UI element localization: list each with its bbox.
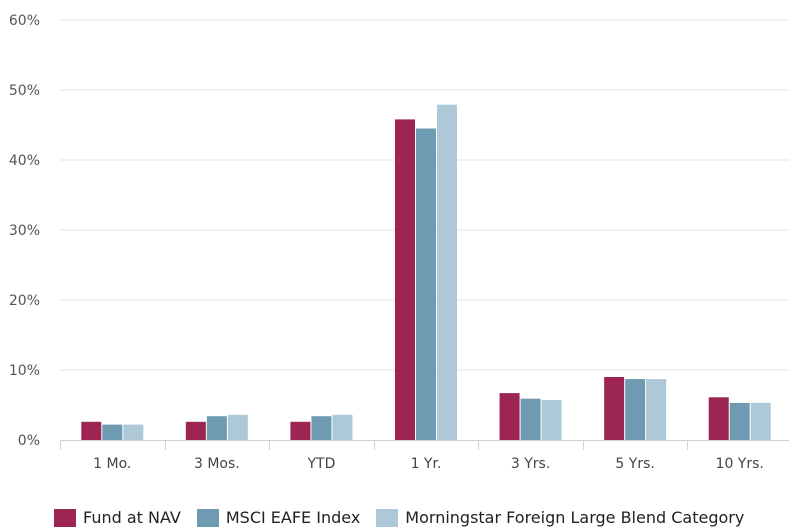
legend-item-msci-eafe-index[interactable]: MSCI EAFE Index xyxy=(196,508,361,527)
y-tick-label: 40% xyxy=(9,153,40,169)
legend-label: Fund at NAV xyxy=(83,508,181,527)
bar[interactable] xyxy=(520,398,541,440)
x-tick-label: 1 Yr. xyxy=(411,456,442,472)
bar[interactable] xyxy=(123,424,144,440)
legend: Fund at NAV MSCI EAFE Index Morningstar … xyxy=(54,508,760,527)
y-tick-label: 20% xyxy=(9,293,40,309)
x-tick-label: 3 Yrs. xyxy=(511,456,550,472)
legend-swatch xyxy=(54,508,76,527)
x-tick-label: YTD xyxy=(306,456,335,472)
bar[interactable] xyxy=(499,393,520,440)
bar-chart: 0% 10% 20% 30% 40% 50% 60% 1 Mo. 3 Mos. YTD 1 Yr.… xyxy=(9,13,789,472)
bar[interactable] xyxy=(750,402,771,440)
bar[interactable] xyxy=(290,421,311,440)
y-tick-label: 10% xyxy=(9,363,40,379)
y-tick-label: 60% xyxy=(9,13,40,29)
legend-item-fund-at-nav[interactable]: Fund at NAV xyxy=(54,508,181,527)
bar[interactable] xyxy=(708,397,729,440)
x-axis: 1 Mo. 3 Mos. YTD 1 Yr. 3 Yrs. 5 Yrs. 10 Yrs. xyxy=(60,440,789,472)
bar[interactable] xyxy=(332,414,353,440)
bar[interactable] xyxy=(206,416,227,440)
x-tick-label: 5 Yrs. xyxy=(615,456,654,472)
bar[interactable] xyxy=(81,421,102,440)
bar[interactable] xyxy=(395,119,415,441)
y-tick-label: 30% xyxy=(9,223,40,239)
bar[interactable] xyxy=(729,402,750,440)
x-tick-label: 3 Mos. xyxy=(194,456,240,472)
y-tick-label: 0% xyxy=(18,433,40,449)
bar[interactable] xyxy=(185,421,206,440)
bar[interactable] xyxy=(437,104,457,440)
bar[interactable] xyxy=(227,414,248,440)
bar[interactable] xyxy=(604,377,625,440)
legend-item-morningstar-category[interactable]: Morningstar Foreign Large Blend Category xyxy=(376,508,744,527)
bar[interactable] xyxy=(102,424,123,440)
legend-swatch xyxy=(196,508,219,527)
y-axis-tick-labels: 0% 10% 20% 30% 40% 50% 60% xyxy=(9,13,40,449)
bar[interactable] xyxy=(646,379,667,440)
y-tick-label: 50% xyxy=(9,83,40,99)
x-tick-label: 10 Yrs. xyxy=(716,456,764,472)
bars xyxy=(81,104,771,441)
legend-swatch xyxy=(376,508,399,527)
bar[interactable] xyxy=(416,128,436,441)
bar[interactable] xyxy=(311,416,332,440)
legend-label: MSCI EAFE Index xyxy=(225,508,361,527)
bar[interactable] xyxy=(625,379,646,440)
legend-label: Morningstar Foreign Large Blend Category xyxy=(405,508,745,527)
bar[interactable] xyxy=(541,400,562,440)
x-tick-label: 1 Mo. xyxy=(93,456,131,472)
